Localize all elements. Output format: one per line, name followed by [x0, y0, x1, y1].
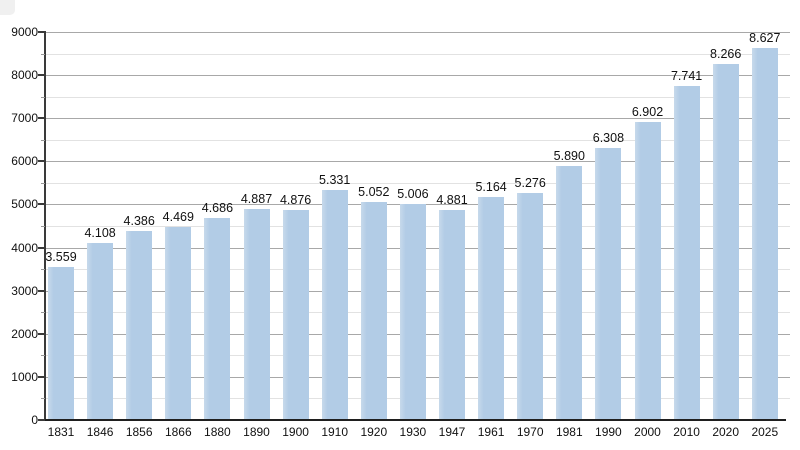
gridline-major: [46, 75, 790, 77]
bar-1990: [595, 148, 622, 420]
y-axis-tick: [38, 246, 45, 249]
bar-2000: [634, 122, 661, 420]
y-axis-label: 6000: [11, 154, 38, 169]
bar-1947: [439, 209, 465, 420]
bar-1981: [556, 166, 583, 420]
x-axis-label: 1856: [125, 425, 153, 439]
gridline-major: [46, 118, 790, 120]
plot-area: 3.559 4.108 4.386 4.469 4.686 4.887 4.876 5.331…: [45, 31, 790, 420]
x-axis-label: 1890: [243, 425, 270, 439]
y-axis-label: 1000: [11, 369, 38, 384]
gridline-minor: [46, 139, 790, 141]
bar-value-label: 3.559: [45, 249, 77, 264]
x-axis-label: 2020: [712, 425, 740, 439]
y-axis-minor-tick: [41, 139, 45, 141]
y-axis-label: 8000: [11, 68, 38, 83]
gridline-minor: [46, 53, 790, 55]
gridline-major: [46, 32, 790, 33]
bar-1880: [204, 218, 231, 420]
bar-value-label: 6.308: [592, 131, 625, 146]
bar-value-label: 4.469: [162, 210, 194, 225]
y-axis-label: 0: [31, 413, 38, 427]
bar-1970: [517, 192, 544, 420]
bar-1890: [243, 209, 270, 420]
bar-value-label: 4.686: [201, 201, 234, 215]
y-axis-minor-tick: [41, 312, 45, 314]
y-axis-tick: [38, 74, 45, 77]
y-axis-tick: [38, 332, 45, 335]
x-axis-label: 1930: [399, 425, 427, 439]
bar-value-label: 5.276: [514, 175, 546, 190]
y-axis-tick: [38, 117, 45, 120]
bar-value-label: 4.386: [123, 213, 155, 228]
bar-2010: [673, 86, 700, 420]
bar-value-label: 5.890: [553, 149, 585, 164]
x-axis-label: 1947: [438, 425, 466, 439]
bar-value-label: 4.887: [240, 192, 273, 207]
bar-value-label: 7.741: [670, 69, 703, 84]
y-axis-label: 4000: [11, 240, 38, 255]
y-axis-line: [44, 31, 46, 421]
bar-value-label: 8.266: [710, 46, 742, 61]
x-axis-label: 1990: [595, 425, 622, 439]
x-axis-label: 1981: [555, 425, 583, 439]
y-axis-minor-tick: [41, 269, 45, 271]
bar-value-label: 6.902: [631, 105, 664, 120]
bar-value-label: 5.164: [475, 180, 507, 195]
y-axis-minor-tick: [41, 96, 45, 98]
x-axis-label: 1970: [516, 425, 544, 439]
bar-value-label: 5.006: [397, 187, 429, 202]
y-axis-tick: [38, 160, 45, 163]
bar-1866: [165, 227, 192, 420]
bar-1961: [478, 197, 505, 420]
x-axis-label: 1910: [321, 425, 349, 439]
gridline-minor: [46, 96, 790, 98]
bar-value-label: 4.876: [279, 192, 312, 207]
bar-2020: [712, 63, 739, 420]
y-axis-minor-tick: [41, 355, 45, 357]
x-axis-label: 2010: [673, 425, 700, 439]
x-axis-label: 1961: [477, 425, 505, 439]
bar-value-label: 5.052: [358, 185, 390, 200]
bar-1930: [399, 204, 426, 420]
bar-value-label: 5.331: [319, 173, 351, 188]
bar-1846: [87, 242, 114, 420]
y-axis-minor-tick: [41, 226, 45, 227]
y-axis-tick: [38, 419, 45, 421]
y-axis-tick: [38, 203, 45, 206]
gridline-major: [46, 161, 790, 163]
y-axis-label: 5000: [11, 197, 38, 212]
x-axis-label: 1846: [86, 425, 114, 439]
y-axis-minor-tick: [41, 53, 45, 55]
y-axis-label: 7000: [11, 111, 38, 126]
y-axis-label: 3000: [11, 283, 38, 298]
y-axis-tick: [38, 31, 45, 33]
x-axis-label: 1920: [360, 425, 388, 439]
x-axis-label: 1866: [164, 425, 192, 439]
bar-value-label: 4.108: [84, 225, 116, 240]
y-axis-minor-tick: [41, 398, 45, 400]
x-axis-label: 1880: [204, 425, 231, 439]
y-axis-label: 2000: [11, 326, 38, 341]
y-axis-label: 9000: [11, 25, 38, 39]
y-axis-tick: [38, 375, 45, 378]
bar-value-label: 8.627: [749, 31, 781, 46]
y-axis-minor-tick: [41, 182, 45, 184]
x-axis-label: 2025: [751, 425, 779, 439]
y-axis-tick: [38, 289, 45, 292]
corner-artifact: [0, 0, 15, 15]
x-axis-label: 1831: [47, 425, 75, 439]
x-axis-label: 2000: [634, 425, 661, 439]
gridline-minor: [46, 182, 790, 184]
x-axis-label: 1900: [282, 425, 309, 439]
bar-2025: [751, 48, 778, 420]
bar-1920: [360, 202, 387, 420]
bar-1910: [321, 190, 348, 420]
bar-1856: [126, 230, 153, 420]
bar-value-label: 4.881: [436, 192, 468, 207]
bar-1831: [48, 266, 74, 420]
bar-1900: [282, 209, 309, 420]
x-axis-line: [43, 419, 786, 421]
